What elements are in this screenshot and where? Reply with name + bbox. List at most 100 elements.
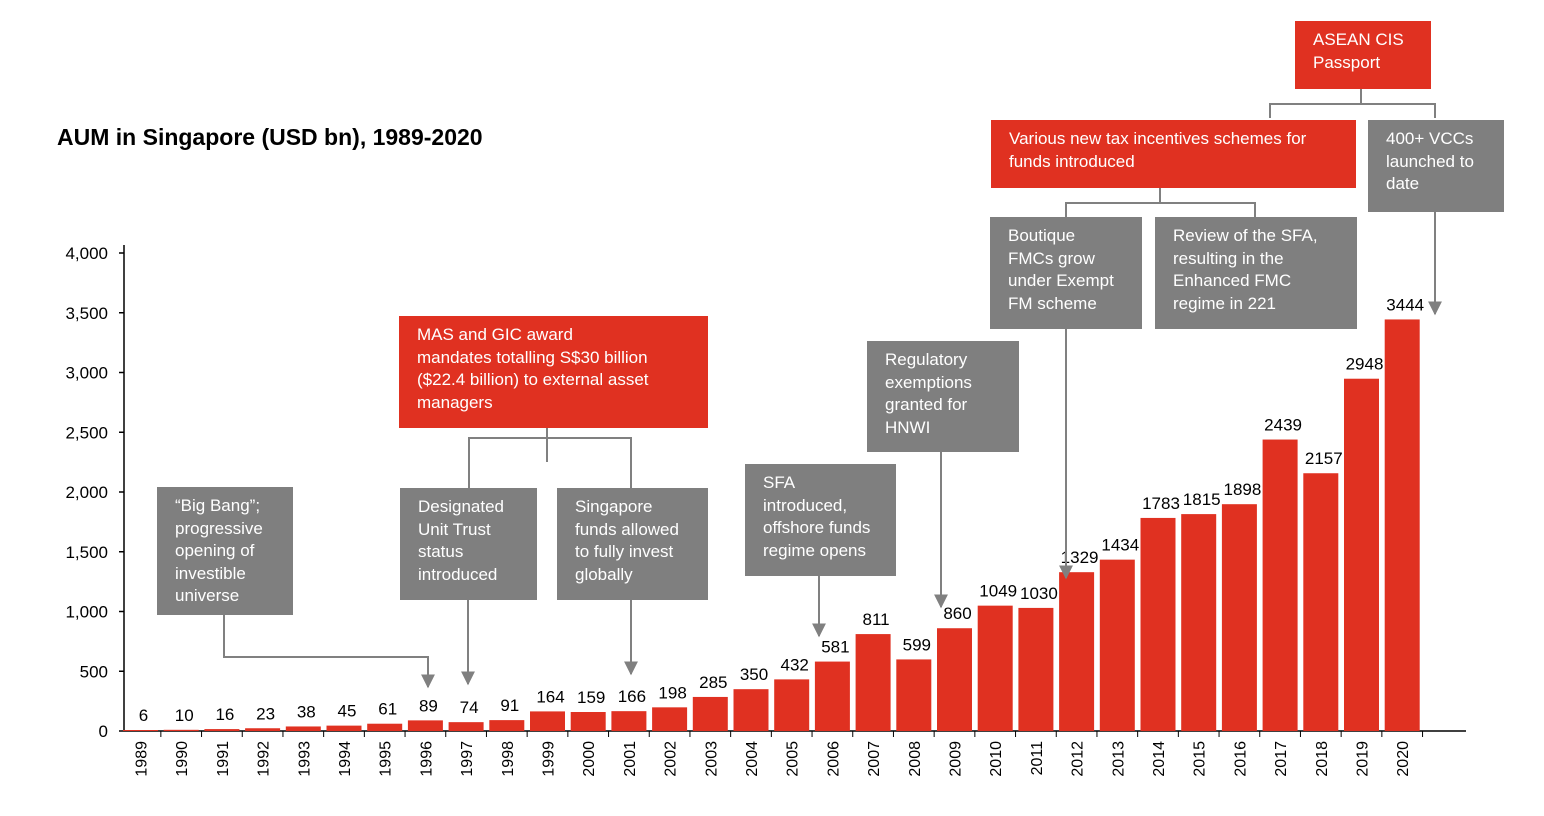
annotation-line: regime in 221 [1173,293,1277,313]
annotation-line: offshore funds [763,518,871,537]
bar-1990 [163,729,199,731]
bar-2013 [1099,559,1135,731]
bar-1999 [530,711,565,731]
bar-2015 [1181,514,1217,731]
annotation-asean-cis-passport: ASEAN CIS Passport [1295,21,1431,89]
data-label-2008: 599 [903,635,931,654]
data-label-2015: 1815 [1183,490,1221,509]
annotation-line: launched to [1386,151,1474,171]
x-tick-label-1993: 1993 [296,741,313,777]
annotation-line: HNWI [885,417,931,437]
annotation-boutique-fmcs: Boutique FMCs grow under Exempt FM schem… [990,217,1142,329]
bar-2018 [1303,473,1339,731]
bar-2010 [977,605,1013,731]
x-tick-label-2017: 2017 [1273,741,1290,777]
data-label-2001: 166 [618,687,646,706]
annotation-line: introduced, [763,495,848,515]
data-label-2007: 811 [863,610,890,629]
bar-2016 [1221,504,1257,731]
annotation-line: globally [575,564,633,584]
annotation-designated-unit-trust: Designated Unit Trust status introduced [400,488,537,600]
annotation-line: introduced [418,564,498,584]
connector-tax-bracket [1065,202,1256,217]
bar-2002 [652,707,688,731]
data-label-2014: 1783 [1142,494,1180,513]
bar-2014 [1140,517,1176,731]
annotation-line: FM scheme [1008,293,1097,313]
x-tick-label-2011: 2011 [1029,741,1046,776]
data-label-2005: 432 [781,655,809,674]
bar-2003 [692,696,728,731]
annotation-review-sfa: Review of the SFA, resulting in the Enha… [1155,217,1357,329]
data-label-1996: 89 [419,696,438,715]
x-tick-label-2014: 2014 [1151,741,1168,777]
bar-2019 [1344,378,1379,731]
bar-2009 [937,628,972,731]
x-tick-label-1992: 1992 [256,741,273,777]
x-tick-label-1998: 1998 [500,741,517,777]
annotation-tax-incentives: Various new tax incentives schemes for f… [991,120,1356,188]
annotation-line: date [1386,174,1420,193]
annotation-line: regime opens [763,540,867,560]
x-tick-label-2005: 2005 [785,741,802,777]
bar-2008 [896,659,932,731]
bar-1991 [204,729,240,731]
bar-2006 [814,661,850,731]
annotation-line: under Exempt [1008,271,1114,290]
data-label-1998: 91 [500,696,519,715]
y-tick-label: 500 [80,662,108,681]
y-tick-label: 1,500 [65,543,108,562]
y-tick-label: 3,500 [65,304,108,323]
annotation-line: ASEAN CIS [1313,30,1404,49]
x-tick-label-1989: 1989 [134,741,151,777]
annotation-line: exemptions [885,372,972,392]
annotation-line: granted for [885,395,968,414]
annotation-line: Various new tax incentives schemes for [1009,129,1307,148]
annotation-line: progressive [175,518,263,538]
data-label-1989: 6 [139,706,148,725]
bar-2020 [1384,319,1420,731]
annotation-line: Regulatory [885,350,968,369]
bar-2000 [570,711,606,731]
x-tick-label-2000: 2000 [581,741,598,777]
annotation-line: mandates totalling S$30 billion [417,347,648,367]
y-tick-label: 2,000 [65,483,108,502]
x-tick-label-2012: 2012 [1070,741,1087,777]
data-label-2002: 198 [658,683,686,702]
data-label-2006: 581 [821,638,849,657]
annotation-line: managers [417,392,493,412]
x-tick-label-2013: 2013 [1110,741,1127,777]
annotation-line: FMCs grow [1008,248,1095,268]
x-tick-label-1994: 1994 [337,741,354,777]
annotation-line: funds introduced [1009,151,1135,171]
annotation-regulatory-exemptions: Regulatory exemptions granted for HNWI [867,341,1019,452]
connector-asean-bracket [1269,103,1436,118]
bar-2005 [774,679,810,731]
data-label-2016: 1898 [1223,480,1261,499]
connector-mas-gic-bracket [468,437,632,488]
data-label-1995: 61 [378,700,397,719]
data-label-2018: 2157 [1305,449,1343,468]
data-label-1990: 10 [175,706,194,725]
annotation-line: to fully invest [575,542,674,561]
x-tick-label-2010: 2010 [988,741,1005,777]
data-label-2004: 350 [740,665,768,684]
data-label-2020: 3444 [1386,295,1424,314]
data-label-2003: 285 [699,673,727,692]
data-label-1992: 23 [256,704,275,723]
bar-1992 [245,728,281,731]
annotation-line: universe [175,586,240,605]
x-tick-label-2001: 2001 [622,741,639,777]
x-tick-label-2008: 2008 [907,741,924,777]
bar-1995 [367,723,403,731]
x-tick-label-1996: 1996 [418,741,435,777]
x-tick-label-2009: 2009 [948,741,965,777]
data-label-1997: 74 [460,698,479,717]
x-tick-label-1999: 1999 [541,741,558,777]
bar-1994 [326,725,362,731]
data-label-1999: 164 [536,687,564,706]
annotation-line: Unit Trust [418,519,491,539]
bar-2011 [1018,607,1054,731]
annotation-line: 400+ VCCs [1386,129,1474,148]
